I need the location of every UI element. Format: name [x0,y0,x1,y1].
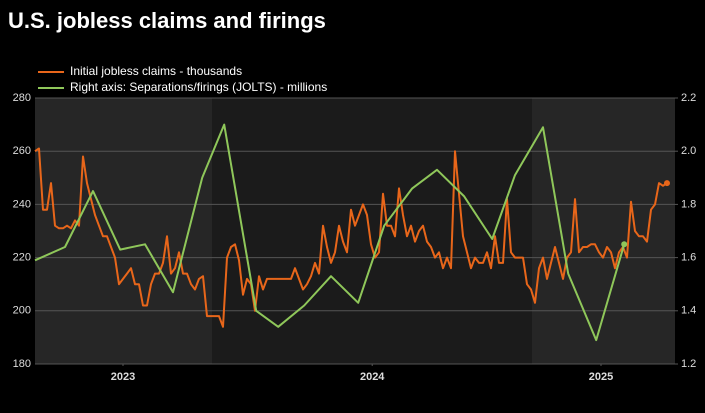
y2-tick-label: 1.4 [681,305,696,317]
y-tick-label: 180 [13,358,31,370]
year-band [532,98,675,364]
y2-tick-label: 2.2 [681,92,696,104]
end-dot [621,241,628,248]
series-line [34,147,668,328]
x-tick-label: 2023 [111,371,135,383]
y2-tick-label: 1.8 [681,198,696,210]
end-dot [664,180,670,187]
series-line [34,123,626,342]
y2-tick-label: 1.2 [681,358,696,370]
legend-label: Initial jobless claims - thousands [70,64,242,78]
legend-label: Right axis: Separations/firings (JOLTS) … [70,80,327,94]
y-tick-label: 200 [13,305,31,317]
chart-title: U.S. jobless claims and firings [8,8,326,33]
y-tick-label: 280 [13,92,31,104]
x-tick-label: 2024 [360,371,385,383]
y2-tick-label: 1.6 [681,252,696,264]
y-tick-label: 240 [13,198,31,210]
y-tick-label: 220 [13,252,31,264]
y2-tick-label: 2.0 [681,145,696,157]
year-band [212,98,532,364]
y-tick-label: 260 [13,145,31,157]
x-tick-label: 2025 [589,371,613,383]
year-band [35,98,212,364]
